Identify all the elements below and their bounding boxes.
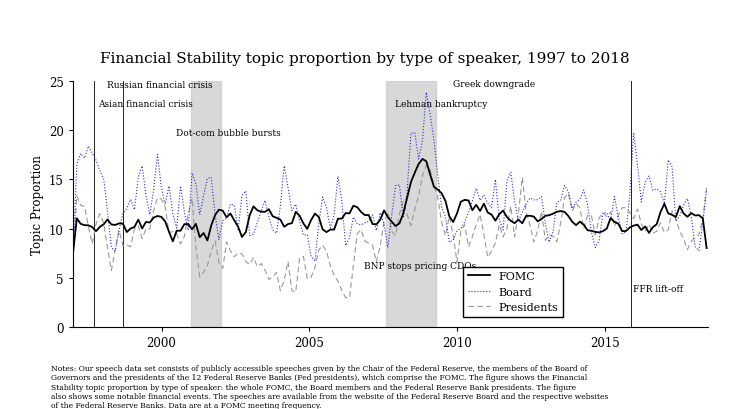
- Text: Lehman bankruptcy: Lehman bankruptcy: [395, 99, 488, 108]
- Presidents: [499, 235, 507, 240]
- FOMC: [418, 157, 427, 162]
- Text: Asian financial crisis: Asian financial crisis: [98, 99, 193, 108]
- Board: [422, 91, 431, 96]
- Board: [84, 144, 93, 149]
- Presidents: [422, 164, 431, 169]
- Presidents: [699, 217, 707, 222]
- Line: Board: Board: [73, 93, 707, 261]
- Legend: FOMC, Board, Presidents: FOMC, Board, Presidents: [463, 267, 563, 317]
- Board: [245, 234, 254, 238]
- FOMC: [84, 223, 93, 228]
- Text: Notes: Our speech data set consists of publicly accessible speeches given by the: Notes: Our speech data set consists of p…: [51, 364, 609, 409]
- Line: Presidents: Presidents: [73, 166, 707, 298]
- FOMC: [495, 212, 504, 217]
- Board: [69, 255, 77, 260]
- FOMC: [476, 209, 485, 214]
- FOMC: [694, 213, 703, 218]
- Bar: [191, 82, 220, 327]
- Text: BNP stops pricing CDOs: BNP stops pricing CDOs: [364, 261, 476, 270]
- Presidents: [345, 296, 354, 301]
- FOMC: [702, 246, 711, 251]
- Board: [672, 219, 680, 224]
- Presidents: [69, 256, 77, 261]
- Text: Financial Stability topic proportion by type of speaker, 1997 to 2018: Financial Stability topic proportion by …: [100, 52, 630, 65]
- Board: [480, 193, 488, 198]
- Board: [699, 220, 707, 225]
- Line: FOMC: FOMC: [73, 160, 707, 253]
- Board: [702, 188, 711, 193]
- FOMC: [668, 213, 677, 218]
- Text: FFR lift-off: FFR lift-off: [633, 284, 683, 293]
- Presidents: [480, 232, 488, 237]
- FOMC: [69, 251, 77, 256]
- Text: Dot-com bubble bursts: Dot-com bubble bursts: [177, 129, 281, 138]
- Board: [310, 259, 319, 264]
- Y-axis label: Topic Proportion: Topic Proportion: [31, 155, 44, 254]
- Presidents: [245, 262, 254, 267]
- Presidents: [672, 218, 680, 222]
- Board: [499, 228, 507, 233]
- Text: Russian financial crisis: Russian financial crisis: [107, 81, 212, 90]
- Presidents: [84, 224, 93, 229]
- FOMC: [245, 213, 254, 218]
- Bar: [386, 82, 437, 327]
- Text: Greek downgrade: Greek downgrade: [453, 80, 534, 89]
- Presidents: [702, 185, 711, 190]
